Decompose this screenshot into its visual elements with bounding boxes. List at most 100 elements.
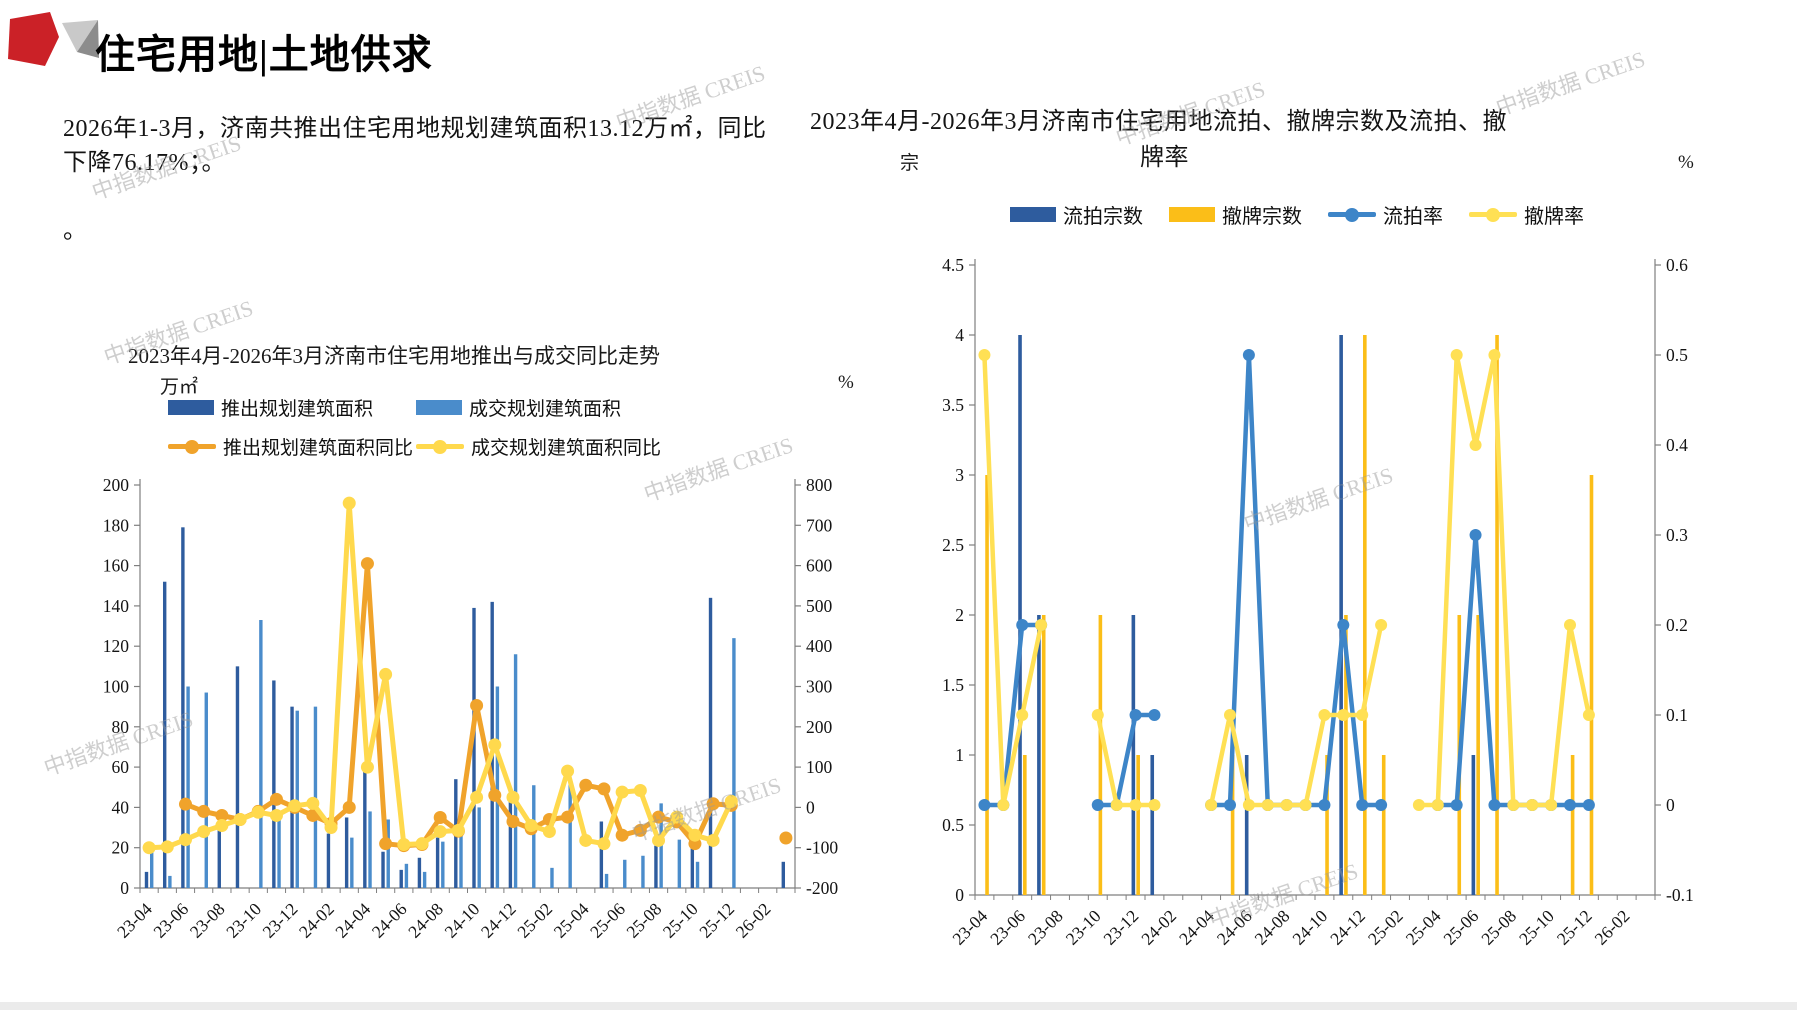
auction-chart-title: 2023年4月-2026年3月济南市住宅用地流拍、撤牌宗数及流拍、撤 牌率	[810, 104, 1710, 176]
svg-text:2: 2	[955, 605, 964, 625]
svg-text:0: 0	[120, 878, 129, 898]
svg-text:160: 160	[103, 556, 130, 576]
svg-text:23-06: 23-06	[149, 899, 192, 942]
svg-text:0.5: 0.5	[1666, 345, 1688, 365]
legend-item-成交规划建筑面积同比: 成交规划建筑面积同比	[416, 433, 746, 460]
svg-text:0.1: 0.1	[1666, 705, 1688, 725]
auction-chart-title-line-1: 2023年4月-2026年3月济南市住宅用地流拍、撤牌宗数及流拍、撤	[810, 109, 1507, 135]
legend-line-marker	[416, 439, 464, 454]
x-axis-labels: 23-0423-0623-0823-1023-1224-0224-0424-06…	[948, 906, 1633, 949]
page-title: 住宅用地|土地供求	[95, 32, 433, 77]
svg-text:24-02: 24-02	[1137, 906, 1180, 949]
svg-text:25-10: 25-10	[1515, 906, 1558, 949]
legend-item-成交规划建筑面积: 成交规划建筑面积	[416, 394, 746, 421]
svg-text:25-02: 25-02	[1364, 906, 1407, 949]
svg-text:-100: -100	[806, 838, 838, 858]
svg-text:24-12: 24-12	[477, 899, 520, 942]
svg-text:25-04: 25-04	[550, 899, 593, 942]
x-axis-labels: 23-0423-0623-0823-1023-1224-0224-0424-06…	[113, 899, 775, 942]
svg-text:24-06: 24-06	[368, 899, 411, 942]
svg-text:0.6: 0.6	[1666, 255, 1688, 275]
legend-label: 撤牌率	[1524, 206, 1584, 228]
svg-text:25-10: 25-10	[659, 899, 702, 942]
svg-text:0: 0	[955, 885, 964, 905]
legend-item-撤牌宗数: 撤牌宗数	[1169, 200, 1302, 229]
svg-text:25-08: 25-08	[1477, 906, 1520, 949]
auction-left-axis-unit: 宗	[900, 153, 920, 174]
svg-text:180: 180	[103, 515, 130, 535]
logo-red-shape	[8, 12, 59, 66]
svg-text:2.5: 2.5	[942, 535, 964, 555]
svg-text:24-10: 24-10	[440, 899, 483, 942]
supply-right-axis-unit: %	[838, 372, 854, 393]
svg-text:600: 600	[806, 556, 833, 576]
svg-text:1.5: 1.5	[942, 675, 964, 695]
svg-text:23-12: 23-12	[258, 899, 301, 942]
right-axis-labels: -0.1 0 0.1 0.2 0.3 0.4 0.5 0.6	[1666, 255, 1694, 905]
svg-text:1: 1	[955, 745, 964, 765]
svg-text:24-08: 24-08	[404, 899, 447, 942]
slide-bottom-edge	[0, 1002, 1797, 1010]
legend-label: 撤牌宗数	[1222, 206, 1302, 228]
svg-text:25-02: 25-02	[513, 899, 556, 942]
logo-gray-dark-triangle	[77, 20, 99, 58]
line-流拍率	[978, 349, 1595, 811]
line-成交规划建筑面积同比	[142, 496, 738, 855]
intro-line-1: 2026年1-3月，济南共推出住宅用地规划建筑面积13.12万㎡，同比	[63, 116, 767, 142]
legend-item-推出规划建筑面积: 推出规划建筑面积	[168, 394, 416, 421]
svg-text:23-06: 23-06	[986, 906, 1029, 949]
left-axis-labels: 0 0.5 1 1.5 2 2.5 3 3.5 4 4.5	[942, 255, 964, 905]
svg-text:24-02: 24-02	[295, 899, 338, 942]
svg-text:100: 100	[806, 757, 833, 777]
svg-text:-200: -200	[806, 878, 838, 898]
svg-text:23-08: 23-08	[1024, 906, 1067, 949]
right-axis-ticks	[1655, 264, 1661, 896]
svg-text:23-12: 23-12	[1099, 906, 1142, 949]
svg-text:0.3: 0.3	[1666, 525, 1688, 545]
svg-text:26-02: 26-02	[1590, 906, 1633, 949]
svg-text:23-04: 23-04	[113, 899, 156, 942]
svg-text:23-04: 23-04	[948, 906, 991, 949]
svg-text:0.4: 0.4	[1666, 435, 1688, 455]
svg-text:400: 400	[806, 636, 833, 656]
legend-item-流拍率: 流拍率	[1328, 200, 1443, 229]
legend-label: 流拍率	[1383, 206, 1443, 228]
x-axis-ticks	[139, 888, 796, 893]
svg-text:100: 100	[103, 677, 130, 697]
svg-text:4: 4	[955, 325, 964, 345]
svg-text:23-10: 23-10	[222, 899, 265, 942]
svg-text:-0.1: -0.1	[1666, 885, 1694, 905]
bars-流拍宗数	[1018, 335, 1476, 895]
svg-text:500: 500	[806, 596, 833, 616]
svg-text:23-08: 23-08	[186, 899, 229, 942]
right-axis-labels: -200 -100 0 100 200 300 400 500 600 700 800	[806, 475, 838, 898]
stray-punctuation: 。	[63, 218, 87, 244]
legend-label: 推出规划建筑面积同比	[223, 438, 414, 459]
legend-bar-swatch	[168, 400, 214, 415]
svg-text:300: 300	[806, 677, 833, 697]
svg-text:120: 120	[103, 636, 130, 656]
bars-撤牌宗数	[985, 335, 1594, 895]
legend-line-marker	[1328, 207, 1376, 222]
intro-paragraph: 2026年1-3月，济南共推出住宅用地规划建筑面积13.12万㎡，同比 下降76…	[63, 112, 767, 180]
legend-item-推出规划建筑面积同比: 推出规划建筑面积同比	[168, 433, 416, 460]
svg-text:24-10: 24-10	[1288, 906, 1331, 949]
auction-chart-title-line-2: 牌率	[1140, 145, 1189, 171]
svg-text:40: 40	[112, 797, 130, 817]
axes	[974, 259, 1656, 896]
svg-text:25-06: 25-06	[1439, 906, 1482, 949]
legend-label: 成交规划建筑面积	[469, 399, 622, 420]
svg-text:26-02: 26-02	[732, 899, 775, 942]
svg-text:200: 200	[103, 475, 130, 495]
legend-line-marker	[1469, 207, 1517, 222]
line-撤牌率	[978, 349, 1595, 811]
svg-text:0: 0	[1666, 795, 1675, 815]
svg-text:0.2: 0.2	[1666, 615, 1688, 635]
svg-text:24-04: 24-04	[331, 899, 374, 942]
auction-chart-legend: 流拍宗数 撤牌宗数 流拍率 撤牌率	[1010, 200, 1584, 229]
svg-text:25-04: 25-04	[1402, 906, 1445, 949]
svg-text:25-08: 25-08	[622, 899, 665, 942]
svg-text:24-12: 24-12	[1326, 906, 1369, 949]
legend-label: 流拍宗数	[1063, 206, 1143, 228]
